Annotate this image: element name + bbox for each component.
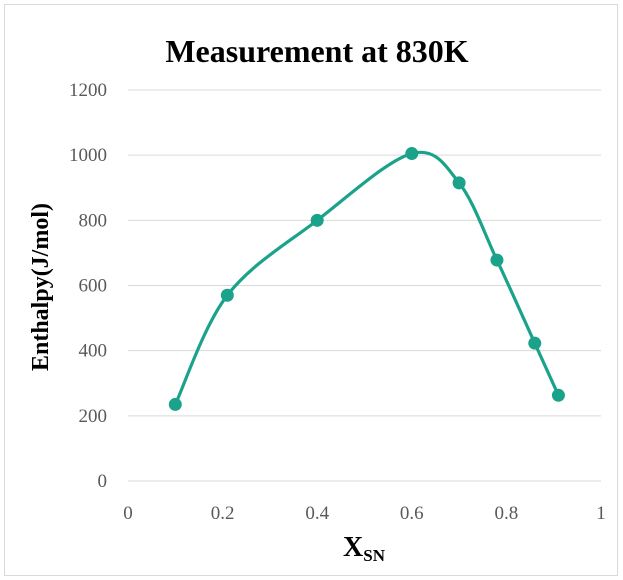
y-tick-label: 1000 [69,145,107,166]
series-line [173,150,560,406]
data-points [168,147,565,411]
y-axis-title: Enthalpy(J/mol) [28,203,54,371]
data-point [528,336,542,350]
data-point [310,213,324,227]
x-tick-label: 0.2 [211,503,235,524]
data-point [405,147,419,161]
x-tick-label: 0.4 [305,503,329,524]
data-point [551,388,565,402]
y-tick-label: 0 [98,471,108,492]
data-point [452,176,466,190]
y-tick-label: 200 [79,406,108,427]
data-point [220,288,234,302]
x-tick-label: 0.6 [400,503,424,524]
chart-title: Measurement at 830K [165,33,468,69]
x-axis-title: XSN [343,532,386,565]
x-axis-title-main: X [343,532,363,563]
gridlines [128,89,601,482]
y-tick-label: 400 [79,341,108,362]
y-tick-label: 800 [79,210,108,231]
x-tick-labels: 0 0.2 0.4 0.6 0.8 1 [123,503,606,524]
y-tick-label: 1200 [69,80,107,101]
x-tick-label: 0.8 [495,503,519,524]
y-tick-label: 600 [79,276,108,297]
x-tick-label: 0 [123,503,133,524]
data-point [168,397,182,411]
x-axis-title-subscript: SN [363,546,385,565]
data-point [490,253,504,267]
y-tick-labels: 0 200 400 600 800 1000 1200 [69,80,107,492]
x-tick-label: 1 [596,503,606,524]
